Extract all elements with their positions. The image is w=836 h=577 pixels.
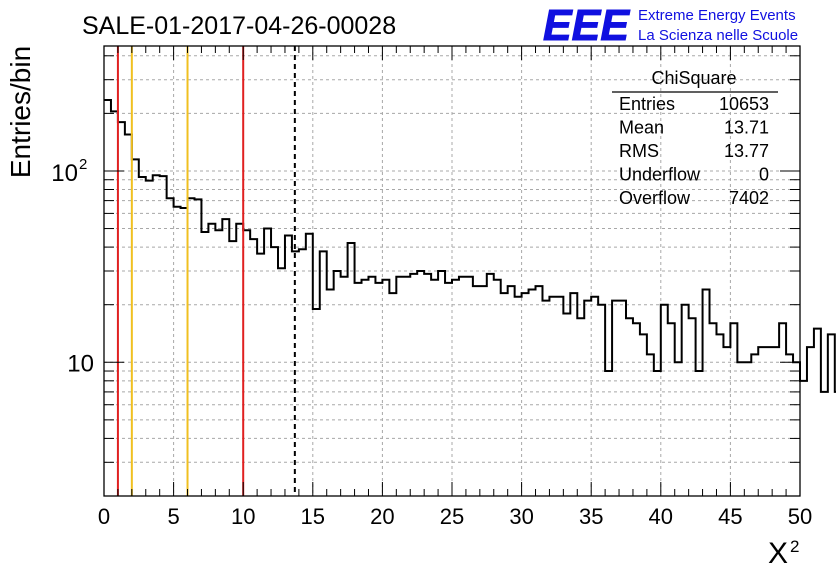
- x-tick-label: 15: [301, 504, 325, 529]
- stats-box: ChiSquare Entries 10653 Mean 13.71 RMS 13.77 U…: [612, 68, 778, 208]
- y-tick-label: 10: [67, 350, 94, 377]
- logo-line-2: La Scienza nelle Scuole: [638, 27, 798, 44]
- y-tick-label-exponent: 2: [79, 156, 87, 173]
- stats-row-label: Overflow: [619, 188, 691, 208]
- axis-ticks: [103, 46, 801, 497]
- x-axis-label: X 2: [768, 537, 799, 570]
- x-tick-label: 40: [649, 504, 673, 529]
- x-axis-label-main: X: [768, 537, 788, 570]
- stats-row-value: 7402: [729, 188, 769, 208]
- x-tick-label: 20: [370, 504, 394, 529]
- x-tick-label: 45: [718, 504, 742, 529]
- stats-rows: Entries 10653 Mean 13.71 RMS 13.77 Underflow 0 O…: [619, 94, 769, 208]
- stats-row-label: Underflow: [619, 165, 701, 185]
- x-axis-label-superscript: 2: [790, 537, 799, 556]
- stats-row-value: 10653: [719, 94, 769, 114]
- x-tick-label: 25: [440, 504, 464, 529]
- stats-row-value: 0: [759, 165, 769, 185]
- eee-logo: EEE Extreme Energy Events La Scienza nel…: [543, 1, 799, 51]
- x-tick-label: 0: [98, 504, 110, 529]
- stats-title: ChiSquare: [651, 68, 736, 88]
- x-tick-label: 30: [509, 504, 533, 529]
- stats-row-value: 13.71: [724, 118, 769, 138]
- histogram-step-line: [104, 98, 836, 393]
- x-tick-label: 10: [231, 504, 255, 529]
- logo-line-1: Extreme Energy Events: [638, 7, 796, 24]
- x-tick-label: 5: [167, 504, 179, 529]
- stats-row-label: Entries: [619, 94, 675, 114]
- stats-row-label: Mean: [619, 118, 664, 138]
- chart-title: SALE-01-2017-04-26-00028: [82, 12, 396, 40]
- stats-row-label: RMS: [619, 141, 659, 161]
- eee-logo-mark: EEE: [543, 1, 631, 50]
- y-axis-label: Entries/bin: [5, 46, 36, 178]
- cut-lines: [116, 46, 296, 496]
- x-tick-label: 50: [788, 504, 812, 529]
- x-tick-label: 35: [579, 504, 603, 529]
- grid: [104, 46, 800, 497]
- histogram-series: [104, 98, 836, 393]
- plot-frame: [103, 45, 801, 497]
- y-tick-label: 10: [51, 160, 78, 187]
- stats-row-value: 13.77: [724, 141, 769, 161]
